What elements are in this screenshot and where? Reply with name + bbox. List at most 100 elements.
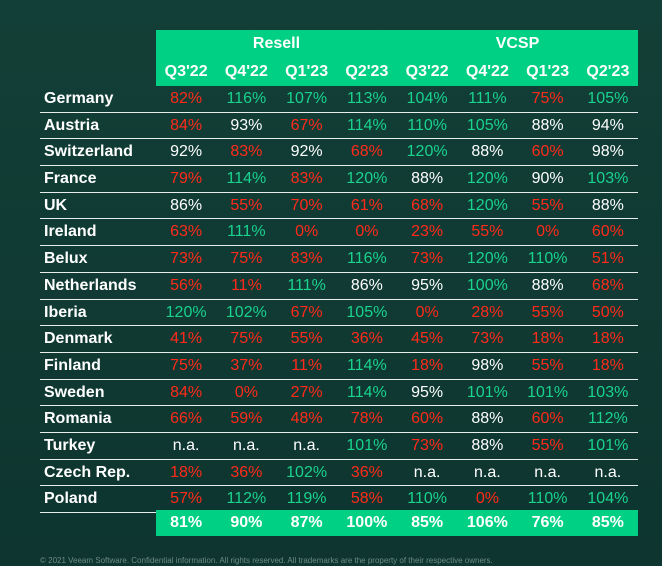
- value-cell: 18%: [411, 356, 444, 374]
- value-cell: 104%: [406, 90, 448, 107]
- table-row: UK 86% 55% 70% 61% 68% 120% 55% 88%: [40, 193, 638, 220]
- value-cell: 94%: [591, 116, 624, 134]
- value-cell: 48%: [290, 410, 323, 428]
- country-label: Iberia: [44, 303, 87, 321]
- country-label: Belux: [44, 250, 88, 268]
- value-cell: 120%: [165, 303, 207, 321]
- value-cell: 58%: [350, 490, 383, 508]
- value-cell: 88%: [531, 276, 564, 294]
- value-cell: 107%: [286, 90, 328, 107]
- value-cell: 101%: [346, 436, 388, 454]
- table-row: Poland 57% 112% 119% 58% 110% 0% 110% 104%: [40, 486, 638, 513]
- value-cell: 60%: [591, 223, 624, 241]
- value-cell: 60%: [531, 410, 564, 428]
- quarter-header-row: Q3'22 Q4'22 Q1'23 Q2'23 Q3'22 Q4'22 Q1'23 Q2'23: [156, 58, 638, 86]
- value-cell: 0%: [475, 490, 499, 508]
- value-cell: 55%: [531, 196, 564, 214]
- value-cell: 78%: [350, 410, 383, 428]
- value-cell: 59%: [230, 410, 263, 428]
- value-cell: 55%: [531, 356, 564, 374]
- quarter-header: Q3'22: [405, 63, 449, 80]
- value-cell: 90%: [531, 170, 564, 188]
- value-cell: 92%: [290, 143, 323, 161]
- value-cell: 88%: [471, 143, 504, 161]
- value-cell: 112%: [226, 490, 267, 508]
- value-cell: 88%: [531, 116, 564, 134]
- value-cell: 63%: [170, 223, 203, 241]
- quarter-header: Q3'22: [164, 63, 208, 80]
- value-cell: n.a.: [474, 463, 501, 481]
- value-cell: 105%: [346, 303, 388, 321]
- value-cell: 120%: [466, 170, 508, 188]
- value-cell: 73%: [411, 436, 444, 454]
- value-cell: 55%: [230, 196, 263, 214]
- table-row: Ireland 63% 111% 0% 0% 23% 55% 0% 60%: [40, 219, 638, 247]
- total-cell: 87%: [290, 514, 323, 531]
- country-label: Turkey: [44, 436, 96, 454]
- total-cell: 76%: [531, 514, 564, 531]
- value-cell: 88%: [471, 410, 504, 428]
- value-cell: 98%: [591, 143, 624, 161]
- value-cell: n.a.: [233, 436, 260, 454]
- value-cell: 57%: [170, 490, 203, 508]
- total-cell: 106%: [466, 514, 508, 531]
- value-cell: 0%: [355, 223, 379, 241]
- value-cell: 27%: [290, 383, 323, 401]
- quarter-header: Q2'23: [345, 63, 389, 80]
- value-cell: 86%: [350, 276, 383, 294]
- value-cell: 95%: [411, 383, 444, 401]
- value-cell: 11%: [230, 276, 262, 294]
- value-cell: 61%: [350, 196, 383, 214]
- table-row: France 79% 114% 83% 120% 88% 120% 90% 103%: [40, 166, 638, 193]
- table-row: Denmark 41% 75% 55% 36% 45% 73% 18% 18%: [40, 326, 638, 353]
- table-row: Finland 75% 37% 11% 114% 18% 98% 55% 18%: [40, 353, 638, 380]
- table-row: Romania 66% 59% 48% 78% 60% 88% 60% 112%: [40, 406, 638, 433]
- value-cell: 36%: [350, 330, 383, 348]
- value-cell: 60%: [531, 143, 564, 161]
- quarter-header: Q2'23: [586, 63, 630, 80]
- total-cell: 81%: [170, 514, 203, 531]
- footer-text: © 2021 Veeam Software. Confidential info…: [40, 556, 493, 565]
- group-header-vcsp: VCSP: [495, 35, 540, 52]
- value-cell: 88%: [591, 196, 624, 214]
- value-cell: 116%: [347, 250, 387, 268]
- value-cell: 114%: [347, 356, 387, 374]
- value-cell: 60%: [411, 410, 444, 428]
- value-cell: 120%: [406, 143, 448, 161]
- value-cell: 55%: [531, 436, 564, 454]
- value-cell: 84%: [170, 383, 203, 401]
- value-cell: 120%: [466, 250, 508, 268]
- country-label: Netherlands: [44, 276, 137, 294]
- value-cell: 36%: [230, 463, 263, 481]
- value-cell: n.a.: [594, 463, 622, 481]
- value-cell: 88%: [471, 436, 504, 454]
- value-cell: 0%: [536, 223, 560, 241]
- value-cell: 119%: [286, 490, 327, 508]
- table-body: Germany 82% 116% 107% 113% 104% 111% 75% 105% Aus…: [40, 86, 638, 513]
- value-cell: 0%: [234, 383, 258, 401]
- totals-row: 81% 90% 87% 100% 85% 106% 76% 85%: [156, 510, 638, 536]
- column-group-row: Resell VCSP: [156, 30, 638, 58]
- value-cell: n.a.: [172, 436, 200, 454]
- value-cell: 101%: [587, 436, 629, 454]
- table-row: Belux 73% 75% 83% 116% 73% 120% 110% 51%: [40, 246, 638, 273]
- value-cell: 83%: [290, 170, 323, 188]
- value-cell: 18%: [531, 330, 564, 348]
- value-cell: 84%: [170, 116, 203, 134]
- value-cell: 116%: [226, 90, 267, 107]
- country-label: France: [44, 170, 97, 188]
- value-cell: 56%: [170, 276, 203, 294]
- value-cell: 103%: [587, 170, 629, 188]
- country-label: Czech Rep.: [44, 463, 131, 481]
- value-cell: 51%: [591, 250, 624, 268]
- value-cell: 114%: [347, 116, 387, 134]
- value-cell: 120%: [346, 170, 388, 188]
- value-cell: 110%: [527, 490, 568, 508]
- country-label: UK: [44, 196, 68, 214]
- value-cell: 55%: [290, 330, 323, 348]
- total-cell: 100%: [346, 514, 388, 531]
- value-cell: 93%: [230, 116, 263, 134]
- value-cell: 68%: [411, 196, 444, 214]
- value-cell: 102%: [286, 463, 328, 481]
